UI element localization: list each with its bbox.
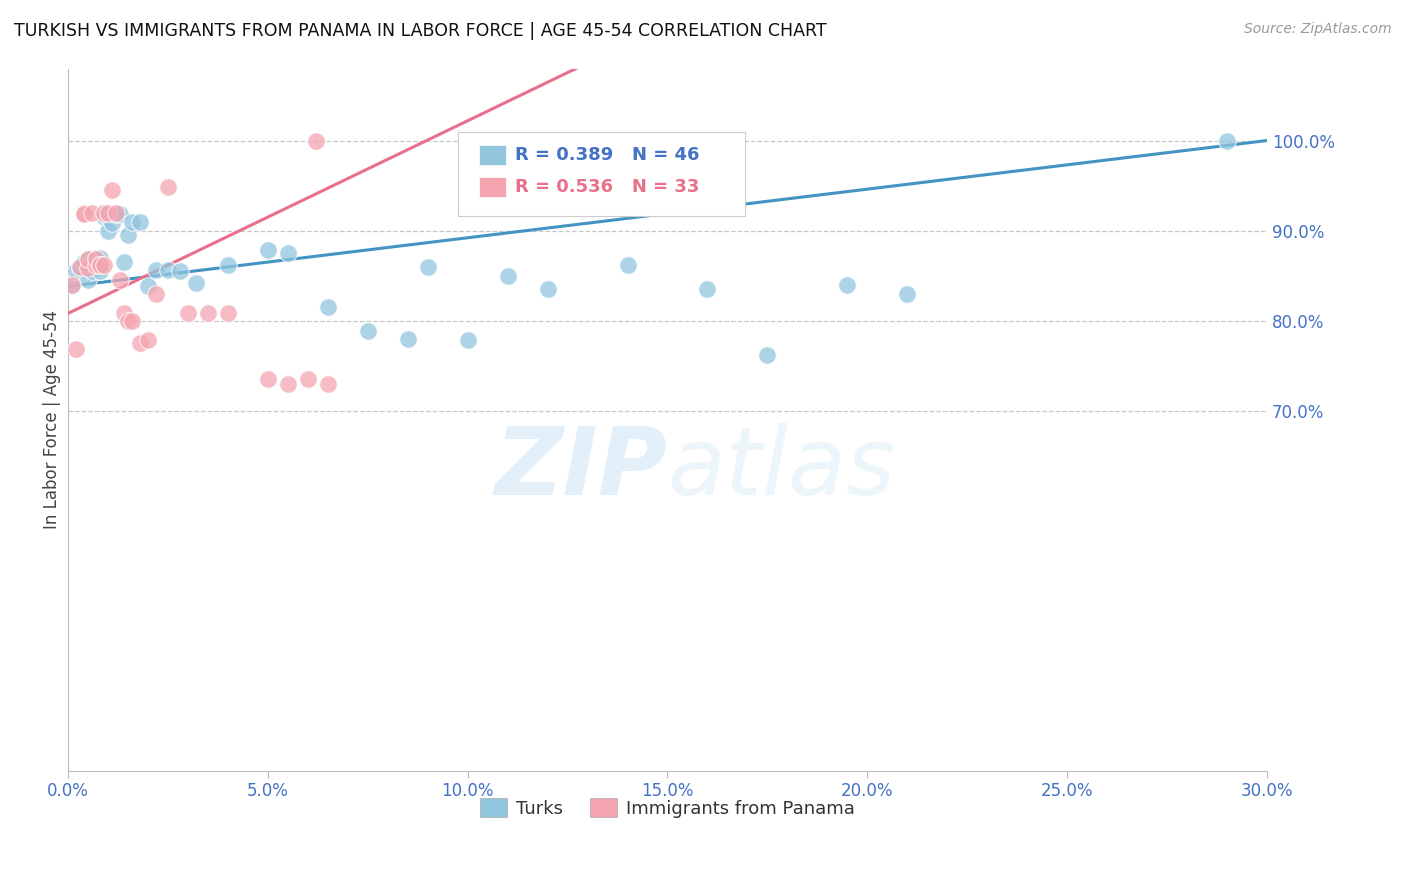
Point (73, 255, 96, 269)
Y-axis label: In Labor Force | Age 45-54: In Labor Force | Age 45-54 (44, 310, 60, 529)
Point (756, 348, 779, 362)
Point (77, 261, 100, 276)
Point (101, 207, 124, 221)
Point (496, 268, 519, 283)
Text: TURKISH VS IMMIGRANTS FROM PANAMA IN LABOR FORCE | AGE 45-54 CORRELATION CHART: TURKISH VS IMMIGRANTS FROM PANAMA IN LAB… (14, 22, 827, 40)
Point (108, 207, 131, 221)
Point (112, 255, 135, 269)
Point (396, 332, 419, 346)
Point (97, 210, 120, 224)
Point (416, 260, 439, 274)
Point (93, 205, 115, 219)
FancyBboxPatch shape (479, 178, 506, 197)
Point (69, 260, 91, 274)
Point (257, 244, 280, 258)
Point (896, 286, 918, 301)
Point (184, 276, 207, 290)
Legend: Turks, Immigrants from Panama: Turks, Immigrants from Panama (472, 791, 862, 825)
Point (60, 277, 83, 292)
Point (129, 214, 152, 228)
Text: Source: ZipAtlas.com: Source: ZipAtlas.com (1244, 22, 1392, 37)
Point (145, 286, 167, 301)
Point (93, 258, 115, 272)
Point (696, 282, 718, 296)
Point (84, 258, 107, 272)
Point (1216, 134, 1239, 148)
Point (217, 306, 239, 320)
Text: R = 0.536   N = 33: R = 0.536 N = 33 (515, 178, 700, 196)
Point (277, 246, 299, 260)
Point (357, 325, 380, 339)
Point (89, 258, 111, 272)
Point (60, 277, 83, 292)
Point (136, 279, 159, 293)
Point (93, 205, 115, 219)
Point (77, 252, 100, 267)
Point (77, 252, 100, 267)
Point (257, 372, 280, 386)
Point (108, 273, 131, 287)
Point (121, 313, 143, 327)
Point (84, 261, 107, 276)
Point (97, 205, 120, 219)
Point (84, 251, 107, 265)
Point (97, 223, 120, 237)
Text: atlas: atlas (668, 424, 896, 515)
Text: R = 0.389   N = 46: R = 0.389 N = 46 (515, 146, 700, 164)
Point (305, 134, 328, 148)
Point (536, 282, 558, 296)
Point (117, 313, 139, 327)
Point (837, 277, 859, 292)
Point (89, 258, 111, 272)
Point (101, 216, 124, 230)
Point (84, 258, 107, 272)
Point (121, 214, 143, 228)
Point (80, 205, 103, 219)
Point (73, 207, 96, 221)
Point (156, 263, 179, 277)
Point (117, 228, 139, 243)
Point (105, 207, 128, 221)
Point (316, 300, 339, 314)
Point (217, 258, 239, 272)
Point (112, 306, 135, 320)
Point (105, 205, 128, 219)
Point (93, 210, 115, 224)
Point (84, 252, 107, 267)
Point (177, 306, 200, 320)
Point (80, 255, 103, 269)
Text: ZIP: ZIP (495, 423, 668, 515)
Point (89, 264, 111, 278)
Point (89, 251, 111, 265)
Point (316, 376, 339, 391)
Point (80, 264, 103, 278)
Point (297, 372, 319, 386)
Point (457, 334, 479, 348)
Point (616, 258, 638, 272)
FancyBboxPatch shape (479, 145, 506, 165)
Point (169, 264, 191, 278)
Point (145, 263, 167, 277)
Point (65, 264, 87, 278)
Point (69, 260, 91, 274)
Point (156, 180, 179, 194)
Point (65, 343, 87, 357)
Point (136, 334, 159, 348)
Point (197, 306, 219, 320)
Point (77, 273, 100, 287)
Point (73, 205, 96, 219)
FancyBboxPatch shape (458, 132, 745, 216)
Point (129, 336, 152, 351)
Point (101, 183, 124, 197)
Point (277, 376, 299, 391)
